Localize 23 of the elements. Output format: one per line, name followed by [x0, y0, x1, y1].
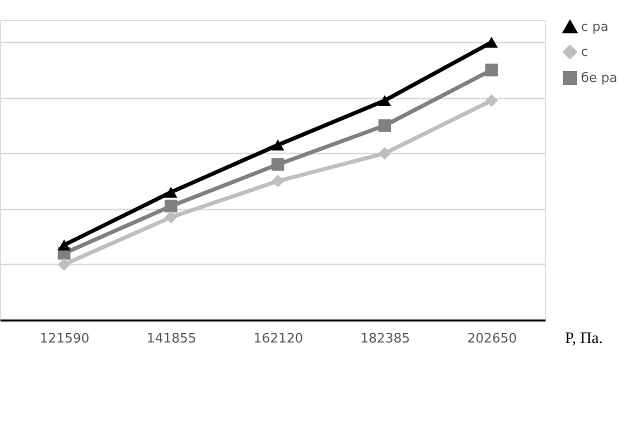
- x-tick-label: 202650: [467, 332, 517, 346]
- point: [164, 210, 178, 224]
- legend-label: бе ра: [581, 71, 618, 86]
- point: [485, 94, 498, 107]
- point: [272, 174, 284, 188]
- x-tick-label: 141855: [146, 332, 196, 346]
- point: [58, 240, 70, 250]
- legend-label: с: [581, 45, 588, 60]
- x-tick-label: 162120: [254, 332, 304, 346]
- point: [272, 140, 284, 150]
- x-tick-label: 121590: [40, 332, 90, 346]
- point: [378, 147, 392, 160]
- point: [485, 64, 498, 76]
- x-axis-title: P, Па.: [565, 330, 603, 347]
- point: [378, 119, 392, 132]
- legend-label: с ра: [581, 20, 608, 35]
- point: [164, 186, 178, 198]
- point: [164, 200, 178, 212]
- point: [58, 258, 70, 271]
- point: [272, 158, 284, 171]
- point: [485, 36, 498, 48]
- x-tick-label: 182385: [360, 332, 410, 346]
- point: [378, 95, 392, 106]
